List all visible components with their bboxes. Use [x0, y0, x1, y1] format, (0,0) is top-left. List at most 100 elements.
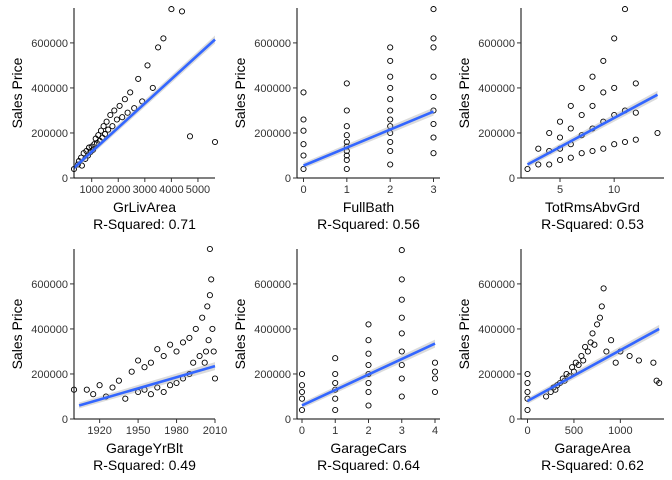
data-point	[155, 44, 162, 51]
data-point	[343, 123, 350, 130]
data-point	[160, 35, 167, 42]
data-point	[430, 73, 437, 80]
x-tick-label: 1920	[87, 425, 111, 437]
data-point	[343, 132, 350, 139]
data-point	[208, 276, 215, 283]
data-point	[656, 379, 663, 387]
x-axis-title: GrLivArea	[113, 199, 176, 215]
y-tick-label: 400000	[31, 324, 68, 336]
data-point	[430, 93, 437, 100]
data-point	[398, 276, 405, 283]
data-point	[121, 96, 128, 103]
data-point	[546, 161, 553, 168]
x-tick-label: 2	[387, 184, 393, 196]
data-point	[546, 129, 553, 137]
data-point	[632, 136, 639, 143]
x-axis-title: GarageYrBlt	[106, 440, 183, 456]
data-point	[654, 129, 661, 137]
data-point	[635, 357, 642, 364]
data-point	[626, 352, 633, 360]
panel-3: 0 200000 400000 600000 5 10 Sales Price TotRmsA…	[456, 6, 664, 232]
data-point	[431, 388, 439, 396]
data-point	[524, 379, 531, 387]
y-tick-label: 600000	[254, 279, 291, 291]
data-point	[600, 145, 607, 152]
data-point	[632, 80, 639, 87]
x-tick-label: 1000	[79, 184, 103, 196]
y-tick-label: 600000	[31, 279, 68, 291]
y-tick-label: 600000	[478, 38, 515, 50]
y-axis-title: Sales Price	[9, 298, 25, 369]
data-point	[199, 314, 206, 321]
r-squared-label: R-Squared: 0.71	[93, 216, 196, 232]
data-point	[167, 341, 174, 348]
data-point	[650, 359, 657, 366]
data-point	[430, 35, 437, 42]
data-point	[122, 395, 129, 402]
fit-line	[73, 38, 216, 169]
fit-line	[526, 327, 660, 403]
data-point	[173, 348, 180, 355]
data-point	[332, 395, 339, 402]
data-point	[600, 89, 607, 96]
data-point	[343, 138, 350, 146]
y-axis-title: Sales Price	[9, 57, 25, 128]
data-point	[332, 406, 339, 414]
x-tick-label: 10	[608, 184, 620, 196]
data-point	[90, 391, 97, 398]
data-point	[206, 245, 213, 253]
data-point	[387, 116, 394, 123]
data-point	[300, 152, 307, 159]
data-point	[596, 314, 603, 321]
data-point	[124, 109, 131, 116]
panel-1-points	[70, 6, 219, 173]
data-point	[430, 6, 437, 13]
data-point	[589, 73, 596, 80]
data-point	[343, 107, 350, 114]
data-point	[632, 109, 639, 116]
data-point	[211, 375, 219, 382]
r-squared-label: R-Squared: 0.49	[93, 457, 196, 473]
data-point	[147, 391, 154, 398]
y-tick-label: 600000	[254, 38, 291, 50]
data-point	[387, 138, 394, 146]
r-squared-label: R-Squared: 0.64	[317, 457, 420, 473]
x-axis-title: GarageCars	[330, 440, 406, 456]
data-point	[332, 355, 339, 362]
data-point	[135, 75, 142, 82]
data-point	[101, 131, 109, 138]
data-point	[97, 127, 105, 134]
x-tick-label: 1980	[164, 425, 188, 437]
data-point	[205, 337, 212, 344]
panel-1: 0 200000 400000 600000 1000 2000 3000 4000 5000 S…	[9, 6, 219, 232]
data-point	[603, 348, 610, 355]
fit-line	[303, 110, 434, 167]
data-point	[608, 337, 615, 344]
x-tick-label: 4000	[159, 184, 183, 196]
data-point	[178, 8, 186, 15]
data-point	[567, 154, 574, 161]
data-point	[611, 35, 618, 42]
data-point	[298, 370, 306, 378]
data-point	[300, 141, 307, 148]
data-point	[115, 377, 122, 384]
data-point	[556, 156, 564, 164]
data-point	[332, 370, 339, 378]
data-point	[107, 111, 114, 119]
data-point	[113, 116, 120, 123]
data-point	[430, 107, 437, 114]
data-point	[431, 359, 439, 366]
data-point	[582, 343, 589, 350]
data-point	[179, 339, 187, 346]
data-point	[74, 161, 81, 168]
data-point	[149, 84, 156, 91]
data-point	[430, 120, 437, 128]
x-tick-label: 1	[344, 184, 350, 196]
data-point	[611, 84, 618, 91]
data-point	[535, 161, 542, 168]
data-point	[580, 357, 587, 364]
data-point	[173, 379, 180, 387]
data-point	[343, 80, 350, 87]
data-point	[135, 357, 142, 364]
